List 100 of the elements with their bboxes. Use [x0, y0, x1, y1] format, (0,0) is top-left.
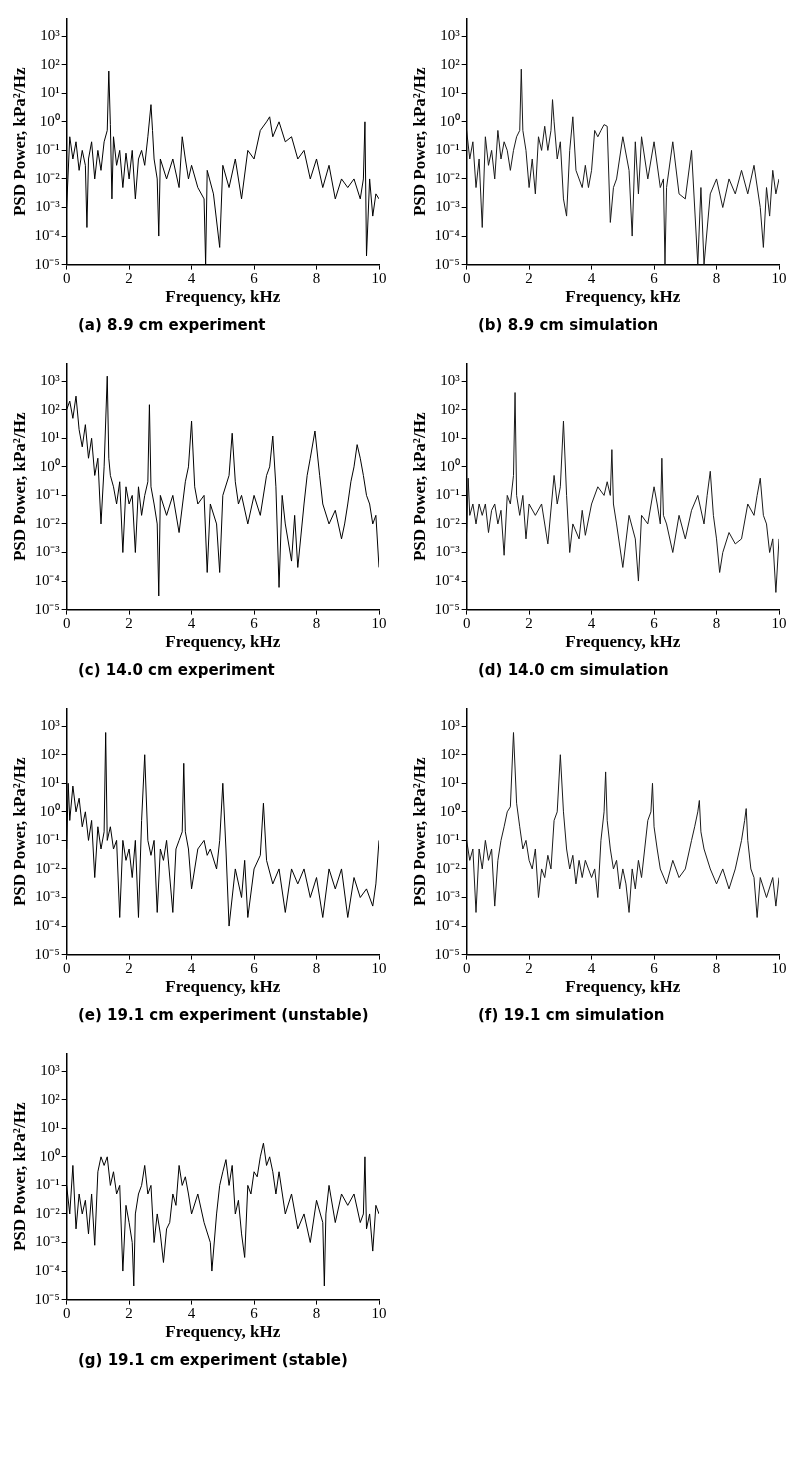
x-axis-title: Frequency, kHz — [565, 632, 681, 652]
x-tick-label: 0 — [462, 959, 471, 976]
y-tick-label: 10⁻⁴ — [34, 916, 60, 933]
x-tick-label: 2 — [525, 959, 533, 976]
y-tick-label: 10³ — [440, 372, 461, 389]
x-tick-label: 0 — [62, 269, 71, 286]
y-tick-label: 10⁻² — [35, 1204, 61, 1221]
y-axis-title: PSD Power, kPa²/Hz — [9, 67, 29, 217]
y-tick-label: 10⁻² — [435, 169, 461, 186]
x-tick-label: 4 — [587, 959, 596, 976]
x-tick-label: 4 — [187, 1304, 196, 1321]
y-tick-label: 10³ — [40, 372, 61, 389]
y-tick-label: 10⁻³ — [35, 1233, 61, 1250]
x-tick-label: 2 — [125, 614, 133, 631]
y-tick-label: 10⁻³ — [435, 888, 461, 905]
y-tick-label: 10⁻² — [435, 859, 461, 876]
y-tick-label: 10⁻⁵ — [434, 945, 460, 962]
text: (d) 14.0 cm simulation — [478, 661, 670, 679]
y-tick-label: 10⁻⁵ — [434, 255, 460, 272]
x-tick-label: 4 — [187, 269, 196, 286]
x-axis-title: Frequency, kHz — [565, 287, 681, 307]
y-tick-label: 10⁻³ — [35, 198, 61, 215]
text: (g) 19.1 cm experiment (stable) — [78, 1351, 349, 1369]
x-tick-label: 10 — [771, 269, 787, 286]
y-tick-label: 10⁻⁴ — [434, 571, 460, 588]
y-tick-label: 10⁻⁵ — [34, 255, 60, 272]
y-tick-label: 10³ — [440, 717, 461, 734]
y-tick-label: 10⁻¹ — [435, 141, 460, 158]
y-tick-label: 10² — [440, 55, 461, 72]
y-tick-label: 10³ — [40, 1062, 61, 1079]
x-tick-label: 6 — [650, 269, 659, 286]
y-tick-label: 10⁻¹ — [35, 486, 60, 503]
x-tick-label: 10 — [371, 614, 387, 631]
x-tick-label: 4 — [187, 614, 196, 631]
y-tick-label: 10⁻⁵ — [434, 600, 460, 617]
x-tick-label: 10 — [771, 959, 787, 976]
y-tick-label: 10² — [40, 400, 61, 417]
text: (b) 8.9 cm simulation — [478, 316, 660, 334]
y-tick-label: 10² — [40, 745, 61, 762]
y-tick-label: 10⁻² — [35, 514, 61, 531]
y-tick-label: 10⁰ — [39, 802, 60, 819]
y-tick-label: 10¹ — [40, 429, 60, 446]
x-tick-label: 6 — [650, 614, 659, 631]
x-tick-label: 8 — [312, 269, 321, 286]
x-tick-label: 2 — [125, 1304, 133, 1321]
y-tick-label: 10² — [40, 55, 61, 72]
x-tick-label: 8 — [312, 614, 321, 631]
y-axis-title: PSD Power, kPa²/Hz — [9, 1102, 29, 1252]
x-axis-title: Frequency, kHz — [165, 287, 281, 307]
y-tick-label: 10⁻³ — [435, 198, 461, 215]
x-tick-label: 6 — [650, 959, 659, 976]
y-tick-label: 10⁻⁵ — [34, 600, 60, 617]
x-tick-label: 2 — [125, 959, 133, 976]
y-tick-label: 10⁰ — [39, 457, 60, 474]
x-tick-label: 2 — [125, 269, 133, 286]
y-tick-label: 10⁰ — [39, 1147, 60, 1164]
x-tick-label: 0 — [62, 959, 71, 976]
y-tick-label: 10⁻⁴ — [434, 916, 460, 933]
y-tick-label: 10⁻¹ — [35, 141, 60, 158]
x-tick-label: 8 — [712, 614, 721, 631]
x-axis-title: Frequency, kHz — [165, 632, 281, 652]
y-tick-label: 10⁻³ — [35, 888, 61, 905]
y-tick-label: 10⁻³ — [35, 543, 61, 560]
y-tick-label: 10¹ — [440, 84, 460, 101]
x-tick-label: 4 — [187, 959, 196, 976]
y-tick-label: 10⁻⁴ — [434, 226, 460, 243]
y-tick-label: 10⁻⁵ — [34, 1290, 60, 1307]
y-tick-label: 10⁻¹ — [435, 831, 460, 848]
y-tick-label: 10¹ — [40, 774, 60, 791]
y-axis-title: PSD Power, kPa²/Hz — [409, 757, 429, 907]
y-tick-label: 10⁰ — [439, 802, 460, 819]
y-tick-label: 10⁻⁵ — [34, 945, 60, 962]
x-tick-label: 8 — [312, 1304, 321, 1321]
x-tick-label: 0 — [462, 269, 471, 286]
x-axis-title: Frequency, kHz — [165, 977, 281, 997]
y-tick-label: 10⁻⁴ — [34, 1261, 60, 1278]
x-axis-title: Frequency, kHz — [565, 977, 681, 997]
y-tick-label: 10³ — [40, 27, 61, 44]
x-tick-label: 6 — [250, 269, 259, 286]
y-tick-label: 10⁻⁴ — [34, 571, 60, 588]
x-tick-label: 2 — [525, 269, 533, 286]
y-tick-label: 10¹ — [40, 84, 60, 101]
x-tick-label: 6 — [250, 614, 259, 631]
y-tick-label: 10⁻² — [35, 859, 61, 876]
x-tick-label: 10 — [371, 959, 387, 976]
text: (e) 19.1 cm experiment (unstable) — [78, 1006, 370, 1024]
y-tick-label: 10⁻¹ — [435, 486, 460, 503]
y-tick-label: 10⁻¹ — [35, 1176, 60, 1193]
y-axis-title: PSD Power, kPa²/Hz — [409, 67, 429, 217]
x-tick-label: 8 — [712, 959, 721, 976]
y-tick-label: 10¹ — [440, 429, 460, 446]
x-tick-label: 0 — [62, 614, 71, 631]
x-tick-label: 2 — [525, 614, 533, 631]
y-tick-label: 10⁰ — [439, 112, 460, 129]
x-tick-label: 0 — [62, 1304, 71, 1321]
y-tick-label: 10⁻² — [35, 169, 61, 186]
x-tick-label: 6 — [250, 959, 259, 976]
y-axis-title: PSD Power, kPa²/Hz — [9, 757, 29, 907]
y-tick-label: 10⁰ — [439, 457, 460, 474]
x-axis-title: Frequency, kHz — [165, 1322, 281, 1342]
